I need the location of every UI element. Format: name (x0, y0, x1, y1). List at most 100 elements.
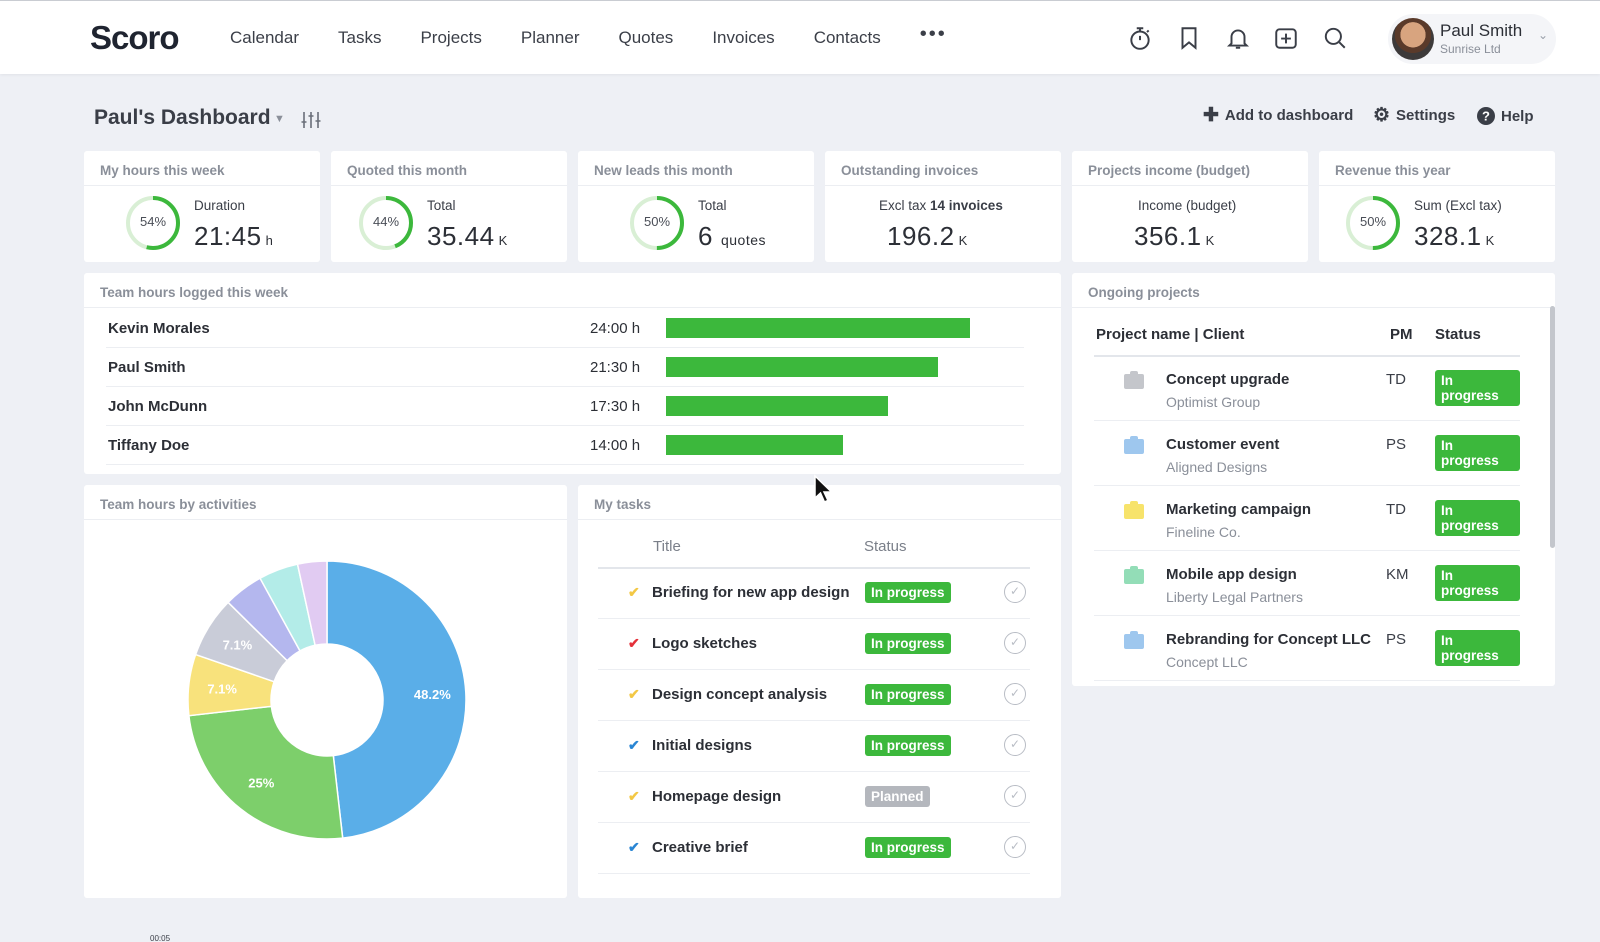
project-row[interactable]: Concept upgrade Optimist Group TD In pro… (1094, 357, 1520, 421)
column-header-status[interactable]: Status (1435, 326, 1481, 343)
status-badge: In progress (1435, 565, 1520, 601)
task-row[interactable]: ✔ Initial designs In progress ✓ (598, 722, 1030, 772)
divider (825, 185, 1061, 186)
search-icon[interactable] (1322, 25, 1348, 51)
column-header-status[interactable]: Status (864, 538, 907, 555)
kpi-card-my-hours[interactable]: My hours this week 54% Duration 21:45 h (84, 151, 320, 262)
task-title[interactable]: Homepage design (652, 788, 782, 805)
nav-calendar[interactable]: Calendar (230, 28, 299, 47)
pie-slice[interactable] (188, 705, 344, 840)
projects-scrollbar[interactable] (1550, 306, 1555, 548)
kpi-label: Excl tax 14 invoices (879, 198, 1003, 213)
team-hours-row[interactable]: Kevin Morales 24:00 h (106, 310, 1024, 348)
team-hours-row[interactable]: John McDunn 17:30 h (106, 388, 1024, 426)
task-row[interactable]: ✔ Briefing for new app design In progres… (598, 569, 1030, 619)
progress-ring (1346, 196, 1400, 250)
project-client: Fineline Co. (1166, 524, 1241, 540)
task-title[interactable]: Design concept analysis (652, 686, 828, 703)
hours-value: 24:00 h (590, 320, 641, 337)
status-badge: In progress (1435, 630, 1520, 666)
project-name[interactable]: Marketing campaign (1166, 501, 1312, 518)
status-badge: In progress (865, 684, 951, 705)
kpi-card-outstanding-invoices[interactable]: Outstanding invoices Excl tax 14 invoice… (825, 151, 1061, 262)
task-title[interactable]: Creative brief (652, 839, 748, 856)
task-row[interactable]: ✔ Homepage design Planned ✓ (598, 773, 1030, 823)
chevron-down-icon: ⌄ (1538, 28, 1549, 42)
kpi-card-projects-income[interactable]: Projects income (budget) Income (budget)… (1072, 151, 1308, 262)
settings-button[interactable]: ⚙ Settings (1373, 104, 1456, 126)
status-badge: In progress (1435, 500, 1520, 536)
column-header-pm[interactable]: PM (1390, 326, 1413, 343)
team-hours-row[interactable]: Paul Smith 21:30 h (106, 349, 1024, 387)
nav-planner[interactable]: Planner (520, 28, 580, 47)
task-row[interactable]: ✔ Logo sketches In progress ✓ (598, 620, 1030, 670)
column-header-project[interactable]: Project name | Client (1096, 326, 1245, 343)
complete-task-icon[interactable]: ✓ (1004, 683, 1026, 705)
task-title[interactable]: Briefing for new app design (652, 584, 850, 601)
nav-tasks[interactable]: Tasks (338, 28, 382, 47)
kpi-card-quoted[interactable]: Quoted this month 44% Total 35.44 K (331, 151, 567, 262)
filter-sliders-icon[interactable] (300, 110, 322, 130)
kpi-percent: 50% (643, 214, 671, 229)
bell-icon[interactable] (1225, 25, 1251, 51)
nav-invoices[interactable]: Invoices (712, 28, 775, 47)
kpi-label: Sum (Excl tax) (1414, 198, 1502, 213)
column-header-title[interactable]: Title (653, 538, 681, 555)
team-member-name: Tiffany Doe (108, 437, 190, 454)
nav-contacts[interactable]: Contacts (813, 28, 881, 47)
task-title[interactable]: Initial designs (652, 737, 753, 754)
project-name[interactable]: Customer event (1166, 436, 1280, 453)
caret-down-icon[interactable]: ▼ (274, 113, 285, 125)
check-icon: ✔ (628, 686, 640, 702)
kpi-card-new-leads[interactable]: New leads this month 50% Total 6 quotes (578, 151, 814, 262)
project-name[interactable]: Rebranding for Concept LLC (1166, 631, 1371, 648)
scoro-logo[interactable]: Scoro (90, 19, 180, 56)
project-row[interactable]: Rebranding for Concept LLC Concept LLC P… (1094, 617, 1520, 681)
pie-slice[interactable] (296, 560, 328, 647)
divider (84, 185, 320, 186)
kpi-title: New leads this month (594, 163, 733, 178)
timer-icon[interactable] (1127, 25, 1153, 51)
nav-quotes[interactable]: Quotes (618, 28, 674, 47)
project-name[interactable]: Mobile app design (1166, 566, 1297, 583)
nav-projects[interactable]: Projects (420, 28, 482, 47)
add-icon[interactable] (1273, 25, 1299, 51)
project-row[interactable]: Mobile app design Liberty Legal Partners… (1094, 552, 1520, 616)
team-hours-card: Team hours logged this week Kevin Morale… (84, 273, 1061, 474)
kpi-card-revenue[interactable]: Revenue this year 50% Sum (Excl tax) 328… (1319, 151, 1555, 262)
help-button[interactable]: ? Help (1477, 107, 1534, 125)
task-row[interactable]: ✔ Creative brief In progress ✓ (598, 824, 1030, 874)
avatar (1392, 18, 1434, 60)
pie-slice[interactable] (326, 560, 467, 839)
help-icon: ? (1477, 107, 1495, 125)
team-member-name: Kevin Morales (108, 320, 210, 337)
complete-task-icon[interactable]: ✓ (1004, 836, 1026, 858)
complete-task-icon[interactable]: ✓ (1004, 785, 1026, 807)
user-menu[interactable]: Paul Smith Sunrise Ltd ⌄ (1388, 14, 1556, 64)
card-title: Team hours logged this week (100, 285, 289, 300)
team-hours-row[interactable]: Tiffany Doe 14:00 h (106, 427, 1024, 465)
kpi-title: Outstanding invoices (841, 163, 979, 178)
complete-task-icon[interactable]: ✓ (1004, 734, 1026, 756)
header-divider (1094, 355, 1520, 357)
hours-bar (666, 357, 939, 377)
project-name[interactable]: Concept upgrade (1166, 371, 1290, 388)
check-icon: ✔ (628, 635, 640, 651)
complete-task-icon[interactable]: ✓ (1004, 581, 1026, 603)
project-row[interactable]: Marketing campaign Fineline Co. TD In pr… (1094, 487, 1520, 551)
ongoing-projects-card: Ongoing projects Project name | Client P… (1072, 273, 1555, 686)
project-row[interactable]: Customer event Aligned Designs PS In pro… (1094, 422, 1520, 486)
pie-slice-label: 7.1% (207, 681, 237, 696)
bookmark-icon[interactable] (1176, 25, 1202, 51)
complete-task-icon[interactable]: ✓ (1004, 632, 1026, 654)
task-row[interactable]: ✔ Design concept analysis In progress ✓ (598, 671, 1030, 721)
task-title[interactable]: Logo sketches (652, 635, 758, 652)
kpi-value: 196.2 K (887, 221, 968, 251)
more-menu-icon[interactable]: ••• (919, 22, 947, 45)
activities-donut-chart[interactable]: 48.2% 25% 7.1% 7.1% (84, 520, 567, 898)
dashboard-title[interactable]: Paul's Dashboard (94, 106, 271, 129)
project-client: Liberty Legal Partners (1166, 589, 1303, 605)
pie-slice-label: 48.2% (414, 687, 451, 702)
add-to-dashboard-button[interactable]: ✚ Add to dashboard (1203, 104, 1354, 126)
status-badge: In progress (865, 582, 951, 603)
